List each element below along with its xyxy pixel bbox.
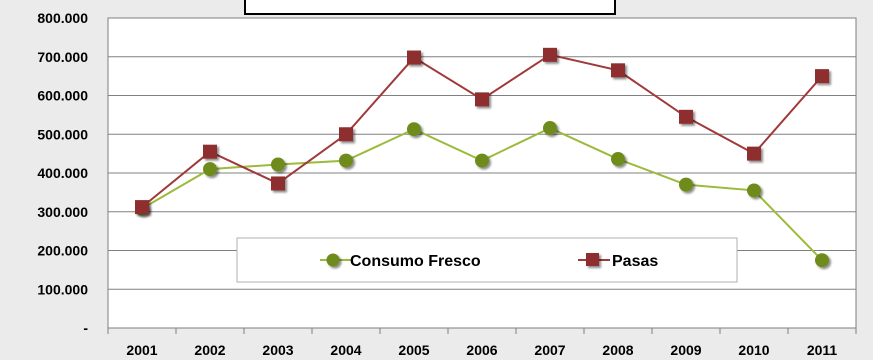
x-tick-label: 2010 [738,342,769,358]
y-tick-label: 100.000 [37,281,88,297]
data-point-pasas [339,127,353,142]
data-point-consumo-fresco [611,152,625,167]
data-point-consumo-fresco [407,122,421,137]
y-tick-label: 300.000 [37,204,88,220]
x-tick-label: 2001 [126,342,157,358]
data-point-consumo-fresco [543,121,557,136]
data-point-consumo-fresco [475,153,489,168]
data-point-pasas [543,47,557,62]
data-point-pasas [747,146,761,161]
x-tick-label: 2002 [194,342,225,358]
x-tick-label: 2003 [262,342,293,358]
data-point-pasas [203,144,217,159]
x-tick-label: 2006 [466,342,497,358]
data-point-pasas [135,200,149,215]
legend-marker-consumo-fresco [326,253,340,267]
data-point-pasas [679,109,693,124]
y-axis-ticks: - 100.000 200.000 300.000 400.000 500.000 600.… [37,10,88,336]
y-tick-label: 700.000 [37,49,88,65]
series-layer [135,47,829,268]
y-tick-label: 800.000 [37,10,88,26]
x-axis-ticks: 2001 2002 2003 2004 2005 2006 2007 2008 2009 2010… [107,328,857,358]
y-tick-label: - [83,320,88,336]
legend-box [236,237,738,283]
data-point-consumo-fresco [679,177,693,192]
y-tick-label: 600.000 [37,88,88,104]
x-tick-label: 2004 [330,342,361,358]
data-point-pasas [271,176,285,191]
title-box [244,0,616,15]
y-tick-label: 200.000 [37,243,88,259]
y-tick-label: 500.000 [37,126,88,142]
data-point-consumo-fresco [815,253,829,268]
x-tick-label: 2009 [670,342,701,358]
data-point-consumo-fresco [271,157,285,172]
x-tick-label: 2008 [602,342,633,358]
x-tick-label: 2005 [398,342,429,358]
data-point-pasas [815,69,829,84]
data-point-pasas [407,50,421,65]
legend: Consumo Fresco Pasas [236,237,738,283]
legend-marker-pasas [586,253,599,266]
x-tick-label: 2011 [807,342,838,358]
data-point-pasas [475,92,489,107]
data-point-consumo-fresco [339,153,353,168]
x-tick-label: 2007 [534,342,565,358]
legend-label-consumo-fresco: Consumo Fresco [350,253,481,270]
y-tick-label: 400.000 [37,165,88,181]
data-point-consumo-fresco [203,162,217,177]
legend-label-pasas: Pasas [612,253,658,270]
data-point-pasas [611,63,625,78]
data-point-consumo-fresco [747,183,761,198]
